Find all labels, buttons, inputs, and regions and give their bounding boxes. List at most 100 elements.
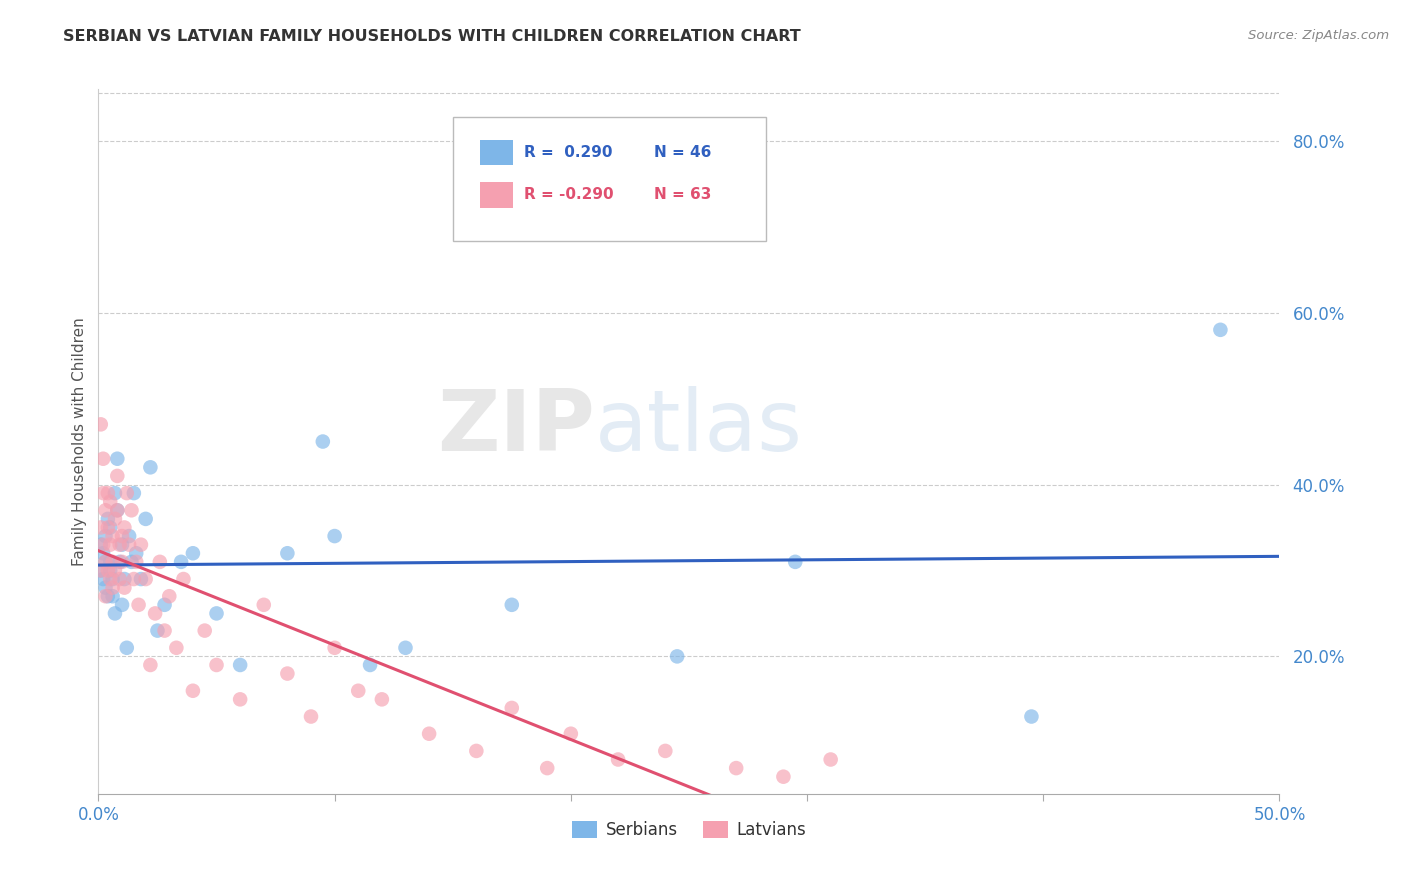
Point [98,564,121,578]
Point [253,598,276,612]
Point [1209,323,1232,337]
Point [98,520,121,534]
Point [418,727,440,741]
Point [101,581,124,595]
Point [129,572,152,586]
Point [139,460,162,475]
Point [105,503,128,517]
Point [181,683,204,698]
Point [101,572,124,586]
Point [105,451,128,466]
Point [94,529,117,543]
Point [90,520,112,534]
Text: N = 46: N = 46 [654,145,711,161]
Point [725,761,748,775]
Point [157,589,180,603]
Point [94,555,117,569]
Point [181,546,204,560]
Point [121,555,143,569]
Point [135,572,157,586]
Point [153,624,176,638]
Point [98,494,121,508]
Point [560,727,582,741]
Point [122,572,145,586]
Point [121,503,143,517]
Point [98,555,121,569]
Point [172,572,194,586]
Point [97,520,120,534]
Text: ZIP: ZIP [437,386,595,469]
Point [165,640,187,655]
FancyBboxPatch shape [479,182,513,208]
Point [501,598,523,612]
Point [146,624,169,638]
Point [501,701,523,715]
Text: N = 63: N = 63 [654,187,711,202]
Point [143,607,166,621]
Point [654,744,676,758]
Point [97,564,120,578]
Point [125,555,148,569]
Legend: Serbians, Latvians: Serbians, Latvians [565,814,813,846]
Point [108,538,131,552]
Point [90,564,112,578]
Point [94,555,117,569]
Point [101,529,124,543]
Point [666,649,689,664]
Point [94,589,117,603]
Point [820,752,842,766]
Point [115,640,138,655]
Point [108,555,131,569]
Point [104,512,127,526]
Point [91,486,114,500]
Point [536,761,558,775]
Point [97,486,120,500]
Point [128,598,150,612]
Point [91,546,114,560]
Point [323,640,346,655]
Point [101,589,124,603]
Point [772,770,794,784]
Point [149,555,172,569]
Point [104,564,127,578]
Point [135,512,157,526]
Point [90,564,112,578]
Point [112,581,135,595]
Text: atlas: atlas [595,386,803,469]
FancyBboxPatch shape [479,140,513,165]
Text: Source: ZipAtlas.com: Source: ZipAtlas.com [1249,29,1389,42]
Point [299,709,322,723]
Text: R =  0.290: R = 0.290 [523,145,612,161]
Point [115,486,138,500]
Text: R = -0.290: R = -0.290 [523,187,613,202]
Point [359,657,381,672]
Point [229,692,252,706]
Point [111,598,134,612]
Point [118,538,141,552]
Point [347,683,370,698]
Point [97,589,120,603]
Point [205,607,228,621]
Point [323,529,346,543]
Point [276,546,298,560]
Point [229,657,252,672]
Point [371,692,394,706]
Point [170,555,193,569]
Point [91,572,114,586]
Point [112,520,135,534]
Point [104,486,127,500]
Point [111,529,134,543]
Point [125,546,148,560]
Point [105,469,128,483]
Point [108,572,131,586]
Point [465,744,488,758]
Point [153,598,176,612]
Point [98,538,121,552]
Point [90,417,112,432]
Point [129,538,152,552]
Text: SERBIAN VS LATVIAN FAMILY HOUSEHOLDS WITH CHILDREN CORRELATION CHART: SERBIAN VS LATVIAN FAMILY HOUSEHOLDS WIT… [63,29,801,44]
Point [112,572,135,586]
Point [785,555,807,569]
Point [97,512,120,526]
Point [104,607,127,621]
